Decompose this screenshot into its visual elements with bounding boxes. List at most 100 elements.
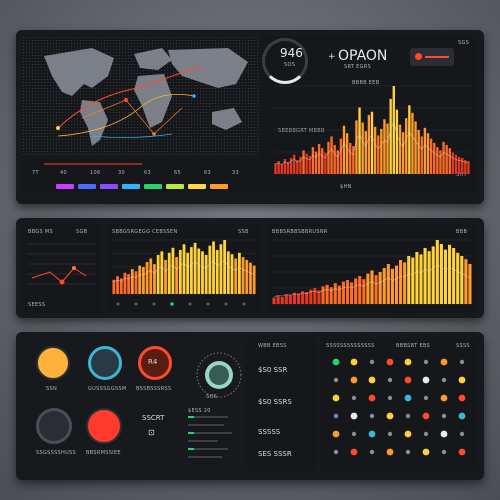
status-dot[interactable] — [423, 431, 429, 437]
chart-bar[interactable] — [386, 264, 390, 304]
chart-bar[interactable] — [345, 280, 350, 304]
chart-bar[interactable] — [460, 256, 464, 304]
status-dot[interactable] — [405, 449, 411, 455]
chart-bar[interactable] — [127, 274, 131, 294]
chart-bar[interactable] — [249, 262, 252, 294]
status-dot[interactable] — [386, 448, 394, 456]
chart-bar[interactable] — [305, 292, 309, 304]
chart-bar[interactable] — [370, 270, 374, 304]
chart-bar[interactable] — [468, 264, 472, 304]
status-dot[interactable] — [369, 449, 375, 455]
chart-bar[interactable] — [461, 157, 464, 174]
chart-bar[interactable] — [467, 161, 470, 174]
chart-bar[interactable] — [443, 249, 448, 304]
status-dot[interactable] — [422, 448, 430, 456]
gauge-2[interactable] — [88, 346, 122, 380]
status-dot[interactable] — [350, 358, 358, 366]
chart-bar[interactable] — [423, 127, 427, 174]
chart-bar[interactable] — [370, 111, 374, 174]
chart-bar[interactable] — [325, 284, 329, 304]
chart-bar[interactable] — [398, 124, 402, 174]
chart-bar[interactable] — [420, 136, 423, 174]
status-dot-grid[interactable] — [320, 352, 478, 470]
chart-bar[interactable] — [330, 136, 333, 174]
chart-bar[interactable] — [296, 160, 299, 174]
gauge-4[interactable] — [36, 408, 72, 444]
chart-bar[interactable] — [302, 150, 305, 174]
status-dot[interactable] — [405, 413, 411, 419]
chart-bar[interactable] — [204, 254, 208, 294]
chart-bar[interactable] — [414, 121, 417, 174]
chart-bar[interactable] — [464, 160, 467, 174]
chart-bar[interactable] — [436, 147, 439, 174]
chart-bar[interactable] — [433, 142, 436, 174]
chart-bar[interactable] — [401, 132, 405, 174]
status-dot[interactable] — [458, 412, 466, 420]
chart-bar[interactable] — [175, 257, 179, 294]
chart-bar[interactable] — [226, 251, 230, 294]
status-dot[interactable] — [350, 448, 358, 456]
status-dot[interactable] — [422, 412, 430, 420]
status-dot[interactable] — [333, 413, 339, 419]
status-dot[interactable] — [333, 449, 339, 455]
chart-bar[interactable] — [355, 120, 358, 174]
chart-bar[interactable] — [171, 247, 175, 294]
status-dot[interactable] — [369, 413, 375, 419]
chart-bar[interactable] — [405, 118, 408, 174]
chart-bar[interactable] — [293, 154, 296, 174]
chart-bar[interactable] — [182, 244, 186, 294]
chart-bar[interactable] — [305, 153, 308, 174]
status-dot[interactable] — [386, 412, 394, 420]
status-dot[interactable] — [333, 377, 339, 383]
chart-bar[interactable] — [408, 105, 411, 174]
status-dot[interactable] — [368, 430, 376, 438]
chart-bar[interactable] — [160, 251, 164, 294]
status-dot[interactable] — [440, 430, 448, 438]
status-dot[interactable] — [387, 395, 393, 401]
chart-bar[interactable] — [382, 268, 386, 304]
chart-bar[interactable] — [392, 86, 395, 174]
status-dot[interactable] — [441, 377, 447, 383]
chart-bar[interactable] — [317, 290, 321, 304]
chart-bar[interactable] — [415, 252, 419, 304]
chart-bar[interactable] — [339, 138, 343, 174]
chart-bar[interactable] — [333, 283, 337, 304]
chart-bar[interactable] — [280, 164, 283, 174]
status-dot[interactable] — [441, 413, 447, 419]
chart-bar[interactable] — [358, 276, 362, 304]
chart-bar[interactable] — [245, 259, 249, 294]
status-dot[interactable] — [369, 359, 375, 365]
chart-bar[interactable] — [354, 278, 358, 304]
chart-bar[interactable] — [134, 271, 138, 294]
chart-bar[interactable] — [456, 252, 460, 304]
chart-bar[interactable] — [337, 285, 341, 304]
chart-bar[interactable] — [342, 125, 346, 174]
chart-bar[interactable] — [283, 158, 287, 174]
chart-bar[interactable] — [149, 258, 153, 294]
lock-icon[interactable]: ⊡ — [148, 428, 155, 437]
chart-bar[interactable] — [321, 286, 325, 304]
chart-bar[interactable] — [383, 119, 386, 174]
chart-bar[interactable] — [341, 281, 345, 304]
chart-bar[interactable] — [284, 294, 288, 304]
chart-bar[interactable] — [350, 282, 354, 304]
gauge-1[interactable] — [36, 346, 70, 380]
chart-bar[interactable] — [237, 252, 241, 294]
chart-bar[interactable] — [252, 265, 256, 294]
chart-bar[interactable] — [296, 293, 301, 304]
chart-bar[interactable] — [380, 128, 383, 174]
status-dot[interactable] — [332, 430, 340, 438]
chart-bar[interactable] — [292, 292, 296, 304]
chart-bar[interactable] — [123, 272, 127, 294]
status-dot[interactable] — [459, 431, 465, 437]
chart-bar[interactable] — [419, 254, 423, 304]
chart-bar[interactable] — [429, 138, 433, 174]
chart-bar[interactable] — [362, 279, 366, 304]
chart-bar[interactable] — [386, 123, 389, 174]
status-dot[interactable] — [458, 376, 466, 384]
chart-bar[interactable] — [201, 251, 204, 294]
chart-bar[interactable] — [119, 278, 123, 294]
world-map[interactable] — [22, 36, 258, 156]
chart-bar[interactable] — [301, 291, 305, 304]
status-dot[interactable] — [423, 395, 429, 401]
